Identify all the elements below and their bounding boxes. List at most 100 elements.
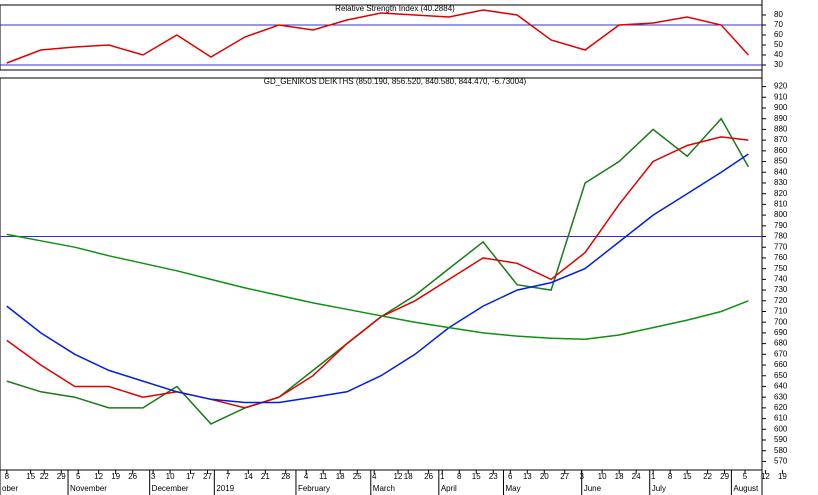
- y-tick-label: 740: [774, 274, 788, 283]
- month-label: April: [441, 484, 457, 493]
- x-tick-label: 1: [651, 472, 656, 481]
- x-tick-label: 4: [304, 472, 309, 481]
- month-label: 2019: [216, 484, 234, 493]
- y-tick-label: 760: [774, 253, 788, 262]
- month-label: July: [652, 484, 666, 493]
- y-tick-label: 770: [774, 242, 788, 251]
- y-tick-label: 920: [774, 82, 788, 91]
- y-tick-label: 590: [774, 435, 788, 444]
- y-tick-label: 630: [774, 392, 788, 401]
- month-label: December: [152, 484, 189, 493]
- y-tick-label: 720: [774, 296, 788, 305]
- x-tick-label: 27: [203, 472, 212, 481]
- month-label: March: [373, 484, 395, 493]
- month-label: August: [733, 484, 759, 493]
- x-tick-label: 18: [404, 472, 413, 481]
- x-tick-label: 20: [540, 472, 549, 481]
- y-tick-label: 790: [774, 221, 788, 230]
- x-tick-label: 26: [128, 472, 137, 481]
- y-tick-label: 680: [774, 339, 788, 348]
- y-tick-label: 600: [774, 424, 788, 433]
- x-tick-label: 21: [261, 472, 270, 481]
- month-label: June: [584, 484, 602, 493]
- x-tick-label: 22: [40, 472, 49, 481]
- y-tick-label: 650: [774, 371, 788, 380]
- x-tick-label: 28: [281, 472, 290, 481]
- x-tick-label: 18: [336, 472, 345, 481]
- y-tick-label: 80: [774, 10, 783, 19]
- month-label: ober: [2, 484, 18, 493]
- series-line: [6, 153, 749, 404]
- x-tick-label: 4: [372, 472, 377, 481]
- x-tick-label: 12: [94, 472, 103, 481]
- x-tick-label: 12: [761, 472, 770, 481]
- panel-frame: [0, 4, 763, 71]
- x-tick-label: 23: [489, 472, 498, 481]
- x-tick-label: 14: [244, 472, 253, 481]
- x-tick-label: 11: [319, 472, 328, 481]
- y-tick-label: 710: [774, 307, 788, 316]
- x-tick-label: 3: [151, 472, 156, 481]
- y-tick-label: 60: [774, 30, 783, 39]
- x-tick-label: 15: [472, 472, 481, 481]
- y-tick-label: 900: [774, 103, 788, 112]
- y-tick-label: 690: [774, 328, 788, 337]
- x-tick-label: 17: [186, 472, 195, 481]
- y-tick-label: 890: [774, 114, 788, 123]
- y-tick-label: 830: [774, 178, 788, 187]
- x-tick-label: 10: [598, 472, 607, 481]
- x-tick-label: 18: [615, 472, 624, 481]
- y-tick-label: 800: [774, 210, 788, 219]
- x-tick-label: 19: [778, 472, 787, 481]
- x-tick-label: 6: [508, 472, 513, 481]
- month-label: November: [70, 484, 107, 493]
- y-tick-label: 910: [774, 92, 788, 101]
- x-tick-label: 13: [523, 472, 532, 481]
- x-tick-label: 24: [632, 472, 641, 481]
- chart-title: Relative Strength Index (40.2884): [335, 4, 455, 13]
- y-tick-label: 860: [774, 146, 788, 155]
- month-label: February: [298, 484, 330, 493]
- y-tick-label: 870: [774, 135, 788, 144]
- y-tick-label: 580: [774, 446, 788, 455]
- x-tick-label: 5: [743, 472, 748, 481]
- y-tick-label: 730: [774, 285, 788, 294]
- x-tick-label: 8: [5, 472, 10, 481]
- x-tick-label: 8: [668, 472, 673, 481]
- x-tick-label: 22: [703, 472, 712, 481]
- y-tick-label: 880: [774, 125, 788, 134]
- y-tick-label: 570: [774, 457, 788, 466]
- y-tick-label: 670: [774, 349, 788, 358]
- x-tick-label: 12: [394, 472, 403, 481]
- series-line: [6, 9, 749, 64]
- x-tick-label: 8: [457, 472, 462, 481]
- x-tick-label: 10: [166, 472, 175, 481]
- x-tick-label: 26: [424, 472, 433, 481]
- x-tick-label: 29: [57, 472, 66, 481]
- y-tick-label: 70: [774, 20, 783, 29]
- chart-title: GD_GENIKOS DEIKTHS (850.190, 856.520, 84…: [264, 77, 527, 86]
- series-line: [6, 136, 749, 409]
- y-tick-label: 700: [774, 317, 788, 326]
- y-tick-label: 40: [774, 50, 783, 59]
- y-tick-label: 820: [774, 189, 788, 198]
- x-tick-label: 1: [440, 472, 445, 481]
- x-tick-label: 27: [560, 472, 569, 481]
- y-tick-label: 840: [774, 167, 788, 176]
- y-tick-label: 850: [774, 157, 788, 166]
- y-tick-label: 640: [774, 382, 788, 391]
- x-tick-label: 5: [76, 472, 81, 481]
- y-tick-label: 30: [774, 60, 783, 69]
- x-tick-label: 25: [353, 472, 362, 481]
- x-tick-label: 15: [26, 472, 35, 481]
- series-line: [6, 233, 749, 341]
- y-tick-label: 810: [774, 199, 788, 208]
- y-tick-label: 50: [774, 40, 783, 49]
- y-tick-label: 750: [774, 264, 788, 273]
- month-label: May: [505, 484, 520, 493]
- x-tick-label: 19: [111, 472, 120, 481]
- x-tick-label: 29: [720, 472, 729, 481]
- panel-frame: [0, 77, 763, 471]
- y-tick-label: 610: [774, 414, 788, 423]
